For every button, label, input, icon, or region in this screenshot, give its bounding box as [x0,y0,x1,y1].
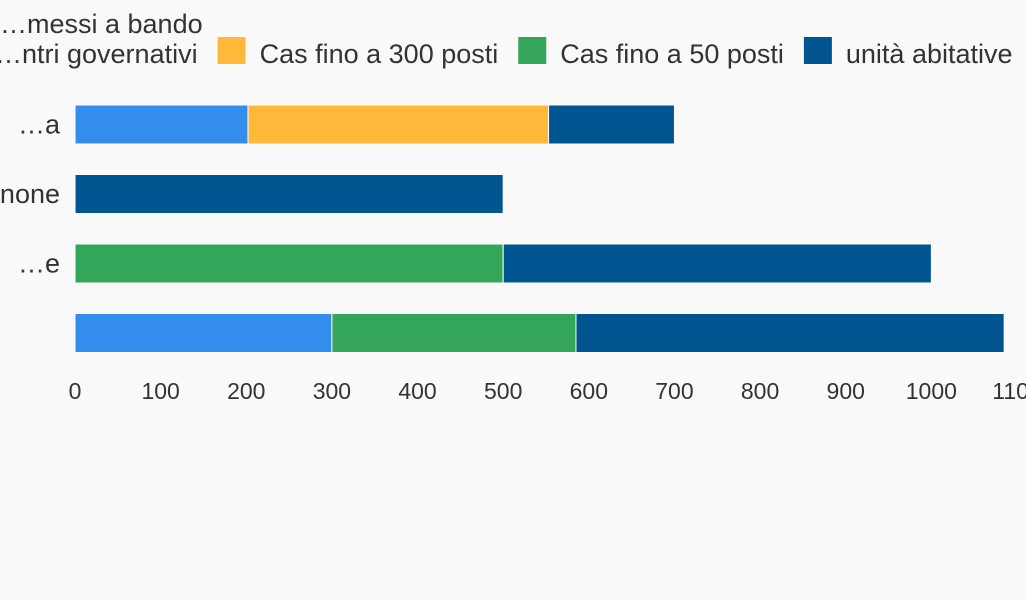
bar-segment [331,313,577,353]
x-tick-label: 300 [313,378,351,404]
bar-segment [74,313,333,353]
x-tick-label: 1100 [992,378,1026,404]
legend-label: …ntri governativi [0,39,198,69]
category-label: …e [18,249,60,279]
legend-swatch [217,37,246,64]
x-tick-label: 900 [827,378,865,404]
x-tick-label: 800 [741,378,779,404]
legend-label: Cas fino a 300 posti [260,39,499,69]
x-tick-label: 200 [227,378,265,404]
bar-segment [575,313,1005,353]
category-labels: …a …none …e [0,110,61,279]
legend-title: …messi a bando [0,9,203,39]
legend-label: unità abitative [846,39,1013,69]
x-tick-label: 400 [398,378,436,404]
chart-legend: …messi a bando…ntri governativi Cas fino … [0,9,1013,69]
category-label: …a [18,110,61,140]
x-tick-label: 500 [484,378,522,404]
bar-segment [74,174,504,214]
legend-swatch [803,37,832,64]
bar-segment [74,243,504,284]
legend-swatch [518,37,547,64]
bars-group [74,104,1005,353]
bar-segment [247,104,550,145]
category-label: …none [0,179,60,209]
legend-label: Cas fino a 50 posti [560,39,784,69]
x-tick-label: 100 [141,378,179,404]
bar-segment [74,104,249,145]
bar-segment [502,243,932,284]
x-tick-label: 0 [69,378,82,404]
x-tick-label: 700 [655,378,693,404]
x-tick-label: 600 [570,378,608,404]
x-axis-ticks: 0 100 200 300 400 500 600 700 800 900 1000 1100 [69,378,1026,404]
x-tick-label: 1000 [906,378,957,404]
bar-segment [548,104,675,145]
